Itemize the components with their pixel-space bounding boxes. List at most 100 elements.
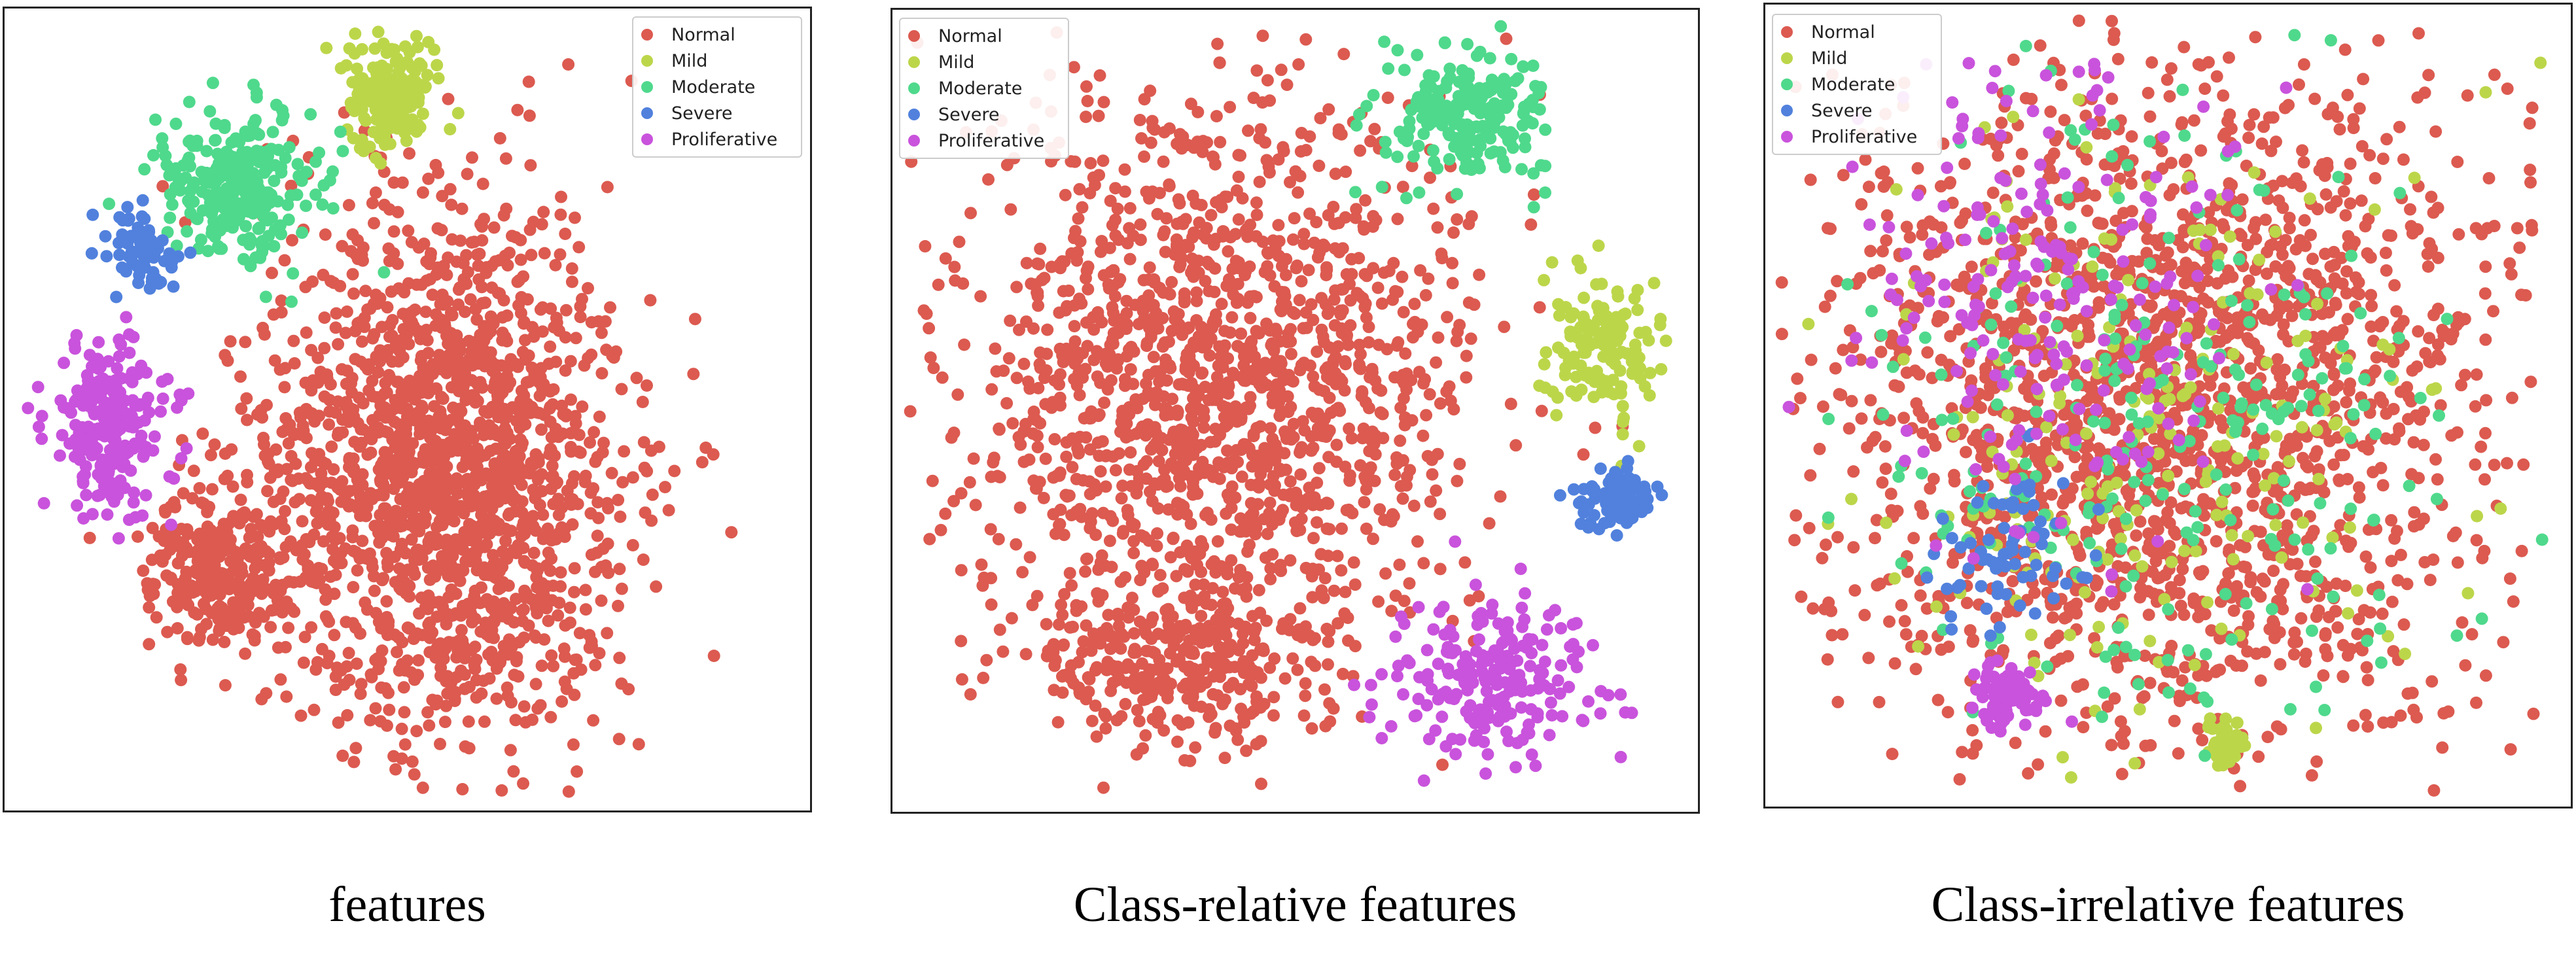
point-normal xyxy=(573,428,586,442)
point-normal xyxy=(1197,404,1210,417)
point-normal xyxy=(1184,470,1197,483)
point-proliferative xyxy=(137,448,150,461)
point-normal xyxy=(400,501,414,514)
point-normal xyxy=(1054,368,1067,381)
point-normal xyxy=(364,714,377,727)
point-normal xyxy=(404,518,417,531)
point-normal xyxy=(389,473,402,485)
point-normal xyxy=(1297,709,1311,722)
point-normal xyxy=(1212,668,1226,681)
point-normal xyxy=(1216,225,1229,238)
point-severe xyxy=(1621,462,1634,475)
point-normal xyxy=(1244,391,1257,404)
point-normal xyxy=(504,602,518,615)
point-normal xyxy=(234,370,247,383)
point-normal xyxy=(187,464,200,478)
point-normal xyxy=(1360,483,1373,496)
point-normal xyxy=(1199,275,1212,288)
point-normal xyxy=(1118,379,1131,392)
point-normal xyxy=(235,402,248,415)
point-normal xyxy=(227,596,240,609)
point-normal xyxy=(1016,566,1029,579)
point-proliferative xyxy=(56,428,69,442)
point-normal xyxy=(287,334,300,347)
point-normal xyxy=(637,436,650,449)
point-normal xyxy=(171,600,184,614)
point-normal xyxy=(406,322,419,336)
point-normal xyxy=(1263,269,1277,282)
legend-label-normal: Normal xyxy=(671,24,735,45)
point-normal xyxy=(1031,429,1044,442)
point-mild xyxy=(1570,370,1583,383)
point-normal xyxy=(501,309,514,322)
point-normal xyxy=(215,614,228,627)
point-normal xyxy=(1017,455,1031,468)
point-normal xyxy=(1189,578,1202,591)
point-normal xyxy=(1234,512,1247,525)
point-moderate xyxy=(336,145,349,158)
point-normal xyxy=(1237,374,1250,387)
point-normal xyxy=(1146,495,1159,508)
point-normal xyxy=(1504,398,1517,410)
point-normal xyxy=(171,591,185,604)
point-normal xyxy=(1059,188,1072,201)
point-normal xyxy=(1184,343,1197,356)
point-normal xyxy=(1447,226,1460,239)
point-normal xyxy=(165,573,178,586)
point-moderate xyxy=(1391,150,1404,164)
point-normal xyxy=(278,254,291,267)
point-normal xyxy=(1330,377,1343,391)
point-normal xyxy=(1250,64,1263,77)
point-normal xyxy=(260,545,273,558)
point-moderate xyxy=(1496,86,1509,99)
point-normal xyxy=(427,470,440,483)
point-normal xyxy=(1040,347,1053,360)
point-normal xyxy=(644,444,658,457)
point-severe xyxy=(99,230,112,243)
point-normal xyxy=(285,449,298,462)
point-normal xyxy=(369,653,382,667)
point-moderate xyxy=(1443,153,1456,165)
point-proliferative xyxy=(123,346,136,359)
point-mild xyxy=(1659,334,1672,347)
point-normal xyxy=(1087,627,1100,640)
point-normal xyxy=(319,228,332,241)
point-normal xyxy=(1258,513,1271,526)
point-normal xyxy=(1076,646,1089,659)
point-normal xyxy=(1205,513,1218,526)
point-proliferative xyxy=(113,350,126,363)
point-normal xyxy=(1405,414,1419,427)
point-normal xyxy=(589,659,602,672)
point-normal xyxy=(1165,275,1178,288)
point-normal xyxy=(1297,237,1311,251)
point-normal xyxy=(1144,485,1156,498)
point-normal xyxy=(1451,474,1464,487)
point-normal xyxy=(387,750,400,763)
point-normal xyxy=(1250,738,1263,751)
point-normal xyxy=(439,612,452,625)
point-normal xyxy=(512,274,525,287)
point-normal xyxy=(169,531,181,544)
point-normal xyxy=(1218,657,1231,670)
point-normal xyxy=(1057,285,1070,298)
point-severe xyxy=(1641,501,1654,514)
point-normal xyxy=(1403,464,1417,477)
point-normal xyxy=(1335,564,1348,577)
point-normal xyxy=(1171,714,1184,727)
point-normal xyxy=(355,249,368,262)
point-normal xyxy=(1093,449,1106,462)
point-normal xyxy=(1080,80,1093,93)
point-normal xyxy=(1232,571,1245,584)
point-moderate xyxy=(239,220,253,233)
point-mild xyxy=(368,42,381,55)
point-normal xyxy=(696,456,709,469)
point-normal xyxy=(593,647,606,660)
point-normal xyxy=(1216,400,1229,413)
point-normal xyxy=(322,518,335,531)
point-normal xyxy=(1450,334,1463,347)
point-normal xyxy=(1250,209,1263,221)
point-normal xyxy=(595,367,609,380)
point-normal xyxy=(1396,270,1409,283)
point-normal xyxy=(1235,444,1248,457)
point-normal xyxy=(1354,348,1367,360)
